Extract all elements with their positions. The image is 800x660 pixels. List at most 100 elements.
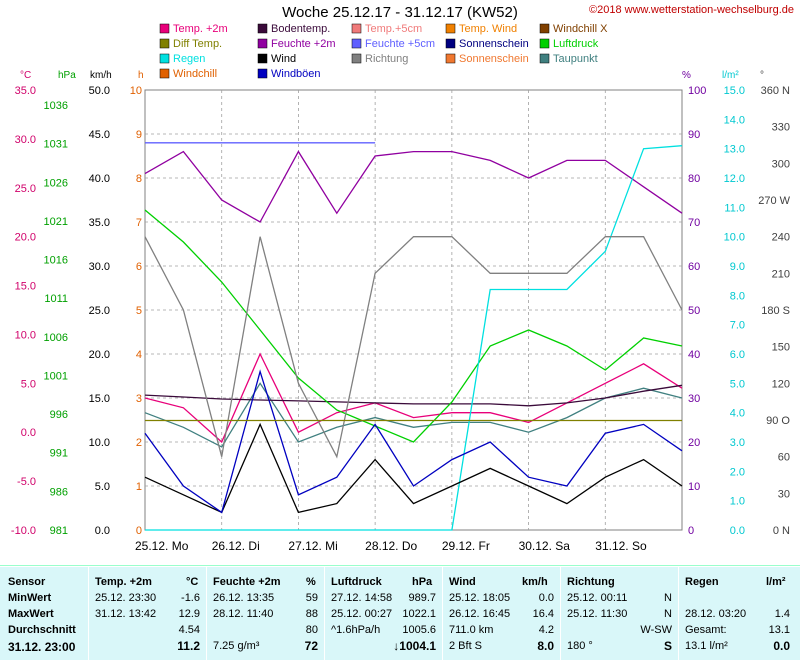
axis-tick-temp: 25.0 [15,183,36,195]
cell-regen-value: 13.1 [768,624,790,636]
cell-wind-info: 25.12. 18:05 [449,592,511,604]
x-tick-label: 27.12. Mi [288,539,337,553]
legend-swatch [539,23,550,34]
cell-richtung-value: N [664,608,672,620]
axis-tick-h: 6 [136,261,142,273]
axis-tick-dir: 120 [772,378,790,390]
series-line [144,150,683,223]
legend-label: Windchill [173,68,217,80]
cell-feuchte-value: 88 [305,608,318,620]
legend-swatch [351,53,362,64]
series-line [144,352,683,444]
axis-tick-dir: 330 [772,122,790,134]
cell-feuchte-info: 26.12. 13:35 [213,592,275,604]
weather-chart: Temp. +2m Bodentemp. Temp.+5cm Temp. Wind Wi… [11,23,791,553]
axis-tick-temp: -10.0 [11,525,36,537]
legend-swatch [445,53,456,64]
legend-swatch [351,23,362,34]
axis-tick-hpa: 1036 [44,100,68,112]
header-wind-unit: km/h [522,576,548,588]
axis-tick-dir: 0 N [773,525,790,537]
legend-swatch [159,53,170,64]
plot-area [144,89,683,531]
axis-tick-kmh: 45.0 [89,129,110,141]
axis-tick-lm2: 5.0 [730,378,745,390]
series-line [145,145,683,531]
axis-tick-kmh: 0.0 [95,525,110,537]
axis-tick-hpa: 986 [50,486,68,498]
legend-swatch [159,23,170,34]
header-wind: Wind [449,576,476,588]
header-druck: Luftdruck [331,576,382,588]
series-line [144,422,683,514]
cell-regen-info: Gesamt: [685,624,727,636]
legend-swatch [539,53,550,64]
axis-tick-lm2: 12.0 [724,173,745,185]
axis-tick-pct: 60 [688,261,700,273]
header-richtung: Richtung [567,576,615,588]
legend-label: Bodentemp. [271,23,330,35]
axis-tick-lm2: 10.0 [724,232,745,244]
axis-tick-dir: 300 [772,158,790,170]
cell-druck-value: ↓1004.1 [393,639,436,653]
axis-tick-h: 10 [130,85,142,97]
cell-richtung-info: 25.12. 11:30 [567,608,628,620]
cell-feuchte-info: 7.25 g/m³ [213,640,260,652]
axis-tick-h: 3 [136,393,142,405]
header-feuchte-unit: % [306,576,316,588]
cell-wind-info: 26.12. 16:45 [449,608,511,620]
chart-title: Woche 25.12.17 - 31.12.17 (KW52) [282,4,518,21]
legend-label: Regen [173,53,205,65]
series-line [144,382,683,448]
header-temp-unit: °C [186,576,199,588]
axis-tick-kmh: 50.0 [89,85,110,97]
axis-tick-h: 7 [136,217,142,229]
series-line [144,236,683,459]
copyright-text: ©2018 www.wetterstation-wechselburg.de [589,4,794,16]
cell-wind-value: 4.2 [538,624,554,636]
axis-tick-lm2: 9.0 [730,261,745,273]
axis-tick-lm2: 2.0 [730,466,745,478]
cell-regen-info: 13.1 l/m² [685,640,728,652]
legend-swatch [445,38,456,49]
cell-wind-value: 8.0 [537,639,554,653]
legend-label: Wind [271,53,296,65]
axis-tick-temp: 30.0 [15,134,36,146]
legend-swatch [351,38,362,49]
axis-tick-h: 0 [136,525,142,537]
axis-tick-lm2: 0.0 [730,525,745,537]
legend-label: Temp. +2m [173,23,228,35]
legend-label: Sonnenschein [459,38,529,50]
cell-druck-info: ^1.6hPa/h [331,624,381,636]
axis-tick-pct: 30 [688,393,700,405]
legend-label: Temp. Wind [459,23,517,35]
axis-unit-kmh: km/h [90,70,112,81]
axis-tick-h: 2 [136,437,142,449]
cell-druck-info: 25.12. 00:27 [331,608,393,620]
legend-label: Temp.+5cm [365,23,422,35]
axis-tick-pct: 70 [688,217,700,229]
axis-tick-h: 1 [136,481,142,493]
cell-wind-value: 16.4 [532,608,554,620]
axis-tick-h: 8 [136,173,142,185]
cell-richtung-value: N [664,592,672,604]
axis-tick-dir: 210 [772,268,790,280]
axis-tick-dir: 60 [778,452,790,464]
row-label-current: 31.12. 23:00 [8,640,76,654]
axis-tick-dir: 270 W [758,195,790,207]
axis-tick-lm2: 13.0 [724,144,745,156]
axis-tick-dir: 180 S [761,305,790,317]
legend-swatch [159,68,170,79]
cell-temp-info: 25.12. 23:30 [95,592,157,604]
axis-tick-lm2: 11.0 [724,202,745,214]
legend-swatch [539,38,550,49]
series-line [144,384,683,407]
cell-temp-value: 12.9 [178,608,200,620]
cell-druck-value: 1022.1 [402,608,436,620]
legend-label: Windböen [271,68,321,80]
cell-richtung-value: W-SW [640,624,672,636]
cell-druck-info: 27.12. 14:58 [331,592,393,604]
cell-feuchte-value: 59 [305,592,318,604]
cell-regen-value: 0.0 [773,639,790,653]
axis-tick-hpa: 1011 [44,293,68,305]
